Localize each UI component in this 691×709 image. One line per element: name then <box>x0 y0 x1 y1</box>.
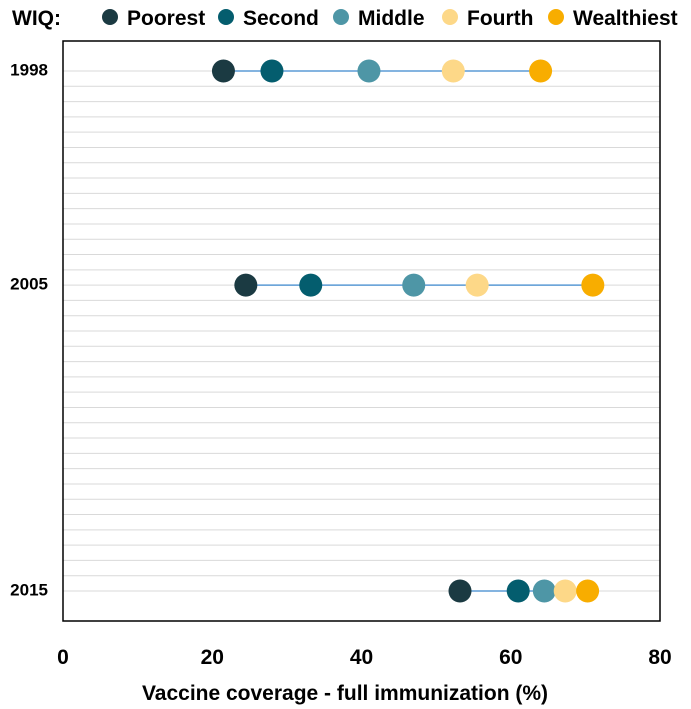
point-second-2005 <box>299 273 323 297</box>
legend-marker-wealthiest <box>548 9 564 25</box>
legend-marker-fourth <box>442 9 458 25</box>
point-wealthiest-2015 <box>576 579 600 603</box>
legend-marker-middle <box>333 9 349 25</box>
point-poorest-1998 <box>211 59 235 83</box>
point-middle-2015 <box>532 579 556 603</box>
x-tick-label: 60 <box>499 646 522 669</box>
plot-area-frame <box>62 40 661 622</box>
legend-label-second: Second <box>243 7 319 30</box>
x-tick-label: 40 <box>350 646 373 669</box>
x-tick-label: 20 <box>201 646 224 669</box>
legend-label-middle: Middle <box>358 7 425 30</box>
point-fourth-1998 <box>441 59 465 83</box>
x-tick-label: 0 <box>57 646 69 669</box>
legend-title: WIQ: <box>12 7 61 30</box>
legend-label-wealthiest: Wealthiest <box>573 7 678 30</box>
point-fourth-2005 <box>465 273 489 297</box>
x-axis-label: Vaccine coverage - full immunization (%) <box>142 682 548 705</box>
y-tick-label: 2015 <box>10 580 48 599</box>
x-tick-label: 80 <box>648 646 671 669</box>
y-axis-ticks: 1998 2005 2015 <box>10 60 48 599</box>
point-fourth-2015 <box>553 579 577 603</box>
legend-marker-second <box>218 9 234 25</box>
legend-label-fourth: Fourth <box>467 7 533 30</box>
point-poorest-2005 <box>234 273 258 297</box>
point-second-2015 <box>506 579 530 603</box>
legend-label-poorest: Poorest <box>127 7 205 30</box>
legend: WIQ: Poorest Second Middle Fourth Wealthiest <box>12 7 678 30</box>
legend-marker-poorest <box>102 9 118 25</box>
y-tick-label: 2005 <box>10 275 48 294</box>
point-wealthiest-2005 <box>581 273 605 297</box>
point-middle-2005 <box>402 273 426 297</box>
point-wealthiest-1998 <box>529 59 553 83</box>
point-second-1998 <box>260 59 284 83</box>
gridlines <box>63 70 660 592</box>
data-points <box>211 59 605 603</box>
y-tick-label: 1998 <box>10 60 48 79</box>
point-middle-1998 <box>357 59 381 83</box>
point-poorest-2015 <box>448 579 472 603</box>
x-axis-ticks: 0 20 40 60 80 <box>57 646 672 669</box>
